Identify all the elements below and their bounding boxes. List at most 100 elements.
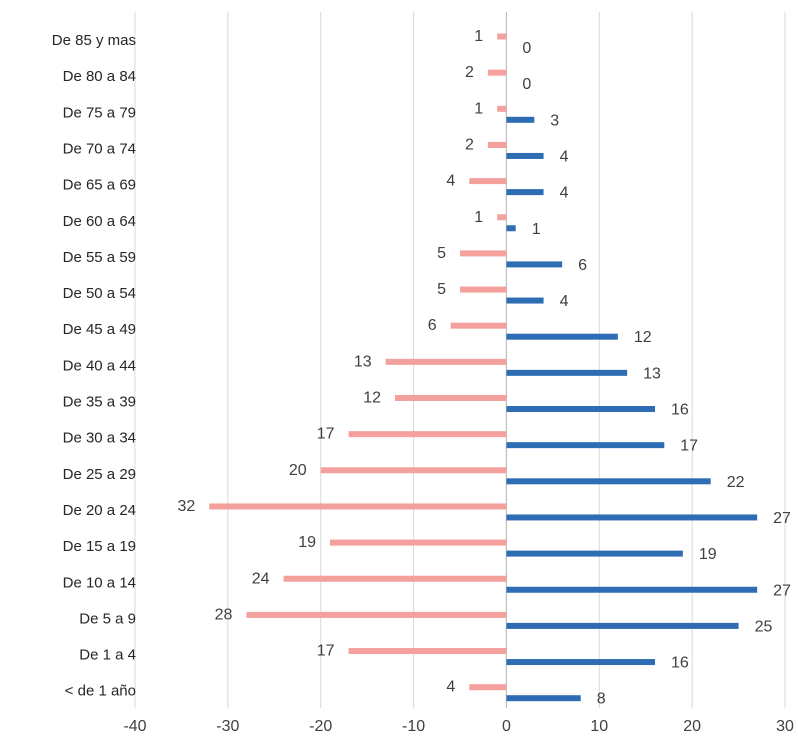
data-labels: 1020132444115654612131312161717202232271… [177,28,791,708]
data-label-positive: 0 [522,40,531,57]
data-label-negative: 20 [289,462,307,479]
bar-positive [506,406,655,412]
data-label-negative: 17 [317,426,335,443]
data-label-negative: 32 [177,498,195,515]
bar-negative [460,286,507,293]
category-label: De 75 a 79 [63,104,136,121]
data-label-negative: 1 [474,100,483,117]
data-label-positive: 27 [773,510,791,527]
data-label-negative: 6 [428,317,437,334]
bar-negative [209,503,507,510]
bar-negative [497,33,507,40]
x-tick-label: -40 [123,718,146,735]
bar-positive [506,297,544,304]
data-label-negative: 5 [437,245,446,262]
data-label-positive: 16 [671,655,689,672]
bar-positive [506,152,544,159]
data-label-positive: 6 [578,257,587,274]
data-label-positive: 4 [560,293,569,310]
bar-positive [506,550,683,557]
category-label: De 50 a 54 [63,285,136,302]
bar-positive [506,189,544,196]
category-label: De 60 a 64 [63,213,136,230]
data-label-negative: 5 [437,281,446,298]
bar-negative [385,358,507,365]
bars [209,33,758,702]
data-label-positive: 8 [597,691,606,708]
bar-positive [506,514,758,521]
bar-negative [460,250,507,257]
data-label-positive: 3 [550,112,559,129]
bar-positive [506,478,711,485]
data-label-positive: 13 [643,365,661,382]
x-tick-label: -10 [402,718,425,735]
x-tick-label: 30 [776,718,794,735]
category-label: De 85 y mas [52,32,136,49]
data-label-negative: 1 [474,28,483,45]
x-tick-label: 20 [683,718,701,735]
data-label-negative: 13 [354,353,372,370]
bar-negative [246,611,507,618]
category-label: < de 1 año [65,683,136,700]
bar-negative [497,214,507,221]
bar-positive [506,442,665,449]
data-label-negative: 19 [298,534,316,551]
data-label-negative: 4 [446,173,455,190]
bar-positive [506,586,758,593]
data-label-negative: 2 [465,136,474,153]
bar-negative [487,69,507,76]
category-label: De 40 a 44 [63,357,136,374]
bar-negative [469,178,507,185]
data-label-positive: 25 [755,618,773,635]
data-label-negative: 1 [474,209,483,226]
data-label-negative: 24 [252,570,270,587]
category-label: De 1 a 4 [79,647,136,664]
data-label-positive: 0 [522,76,531,93]
x-tick-label: 10 [590,718,608,735]
data-label-positive: 16 [671,402,689,419]
x-tick-label: -30 [216,718,239,735]
x-tick-labels: -40 -30 -20 -10 0 10 20 30 [123,718,794,735]
category-label: De 35 a 39 [63,394,136,411]
bar-positive [506,261,563,268]
bar-positive [506,369,628,376]
data-label-positive: 22 [727,474,745,491]
category-labels: De 85 y mas De 80 a 84 De 75 a 79 De 70 a 7… [52,32,136,700]
category-label: De 20 a 24 [63,502,136,519]
category-label: De 30 a 34 [63,430,136,447]
data-label-negative: 2 [465,64,474,81]
category-label: De 5 a 9 [79,610,136,627]
bar-positive [506,695,581,702]
category-label: De 70 a 74 [63,140,136,157]
data-label-negative: 17 [317,643,335,660]
bar-negative [320,467,507,474]
data-label-negative: 28 [215,606,233,623]
data-label-positive: 17 [680,438,698,455]
data-label-positive: 12 [634,329,652,346]
bar-negative [395,395,507,401]
bar-negative [348,431,507,438]
category-label: De 25 a 29 [63,466,136,483]
bar-negative [283,575,507,582]
bar-positive [506,333,618,340]
data-label-positive: 4 [560,148,569,165]
x-tick-label: 0 [502,718,511,735]
bar-negative [330,539,507,546]
bar-negative [450,322,507,329]
bar-negative [348,648,507,655]
data-label-positive: 4 [560,185,569,202]
bar-positive [506,622,739,629]
data-label-positive: 19 [699,546,717,563]
x-tick-label: -20 [309,718,332,735]
bar-positive [506,116,535,123]
category-label: De 55 a 59 [63,249,136,266]
category-label: De 10 a 14 [63,574,136,591]
bar-negative [497,105,507,112]
bar-negative [469,684,507,691]
bar-negative [487,141,507,148]
category-label: De 65 a 69 [63,177,136,194]
data-label-negative: 4 [446,679,455,696]
data-label-negative: 12 [363,390,381,407]
category-label: De 15 a 19 [63,538,136,555]
